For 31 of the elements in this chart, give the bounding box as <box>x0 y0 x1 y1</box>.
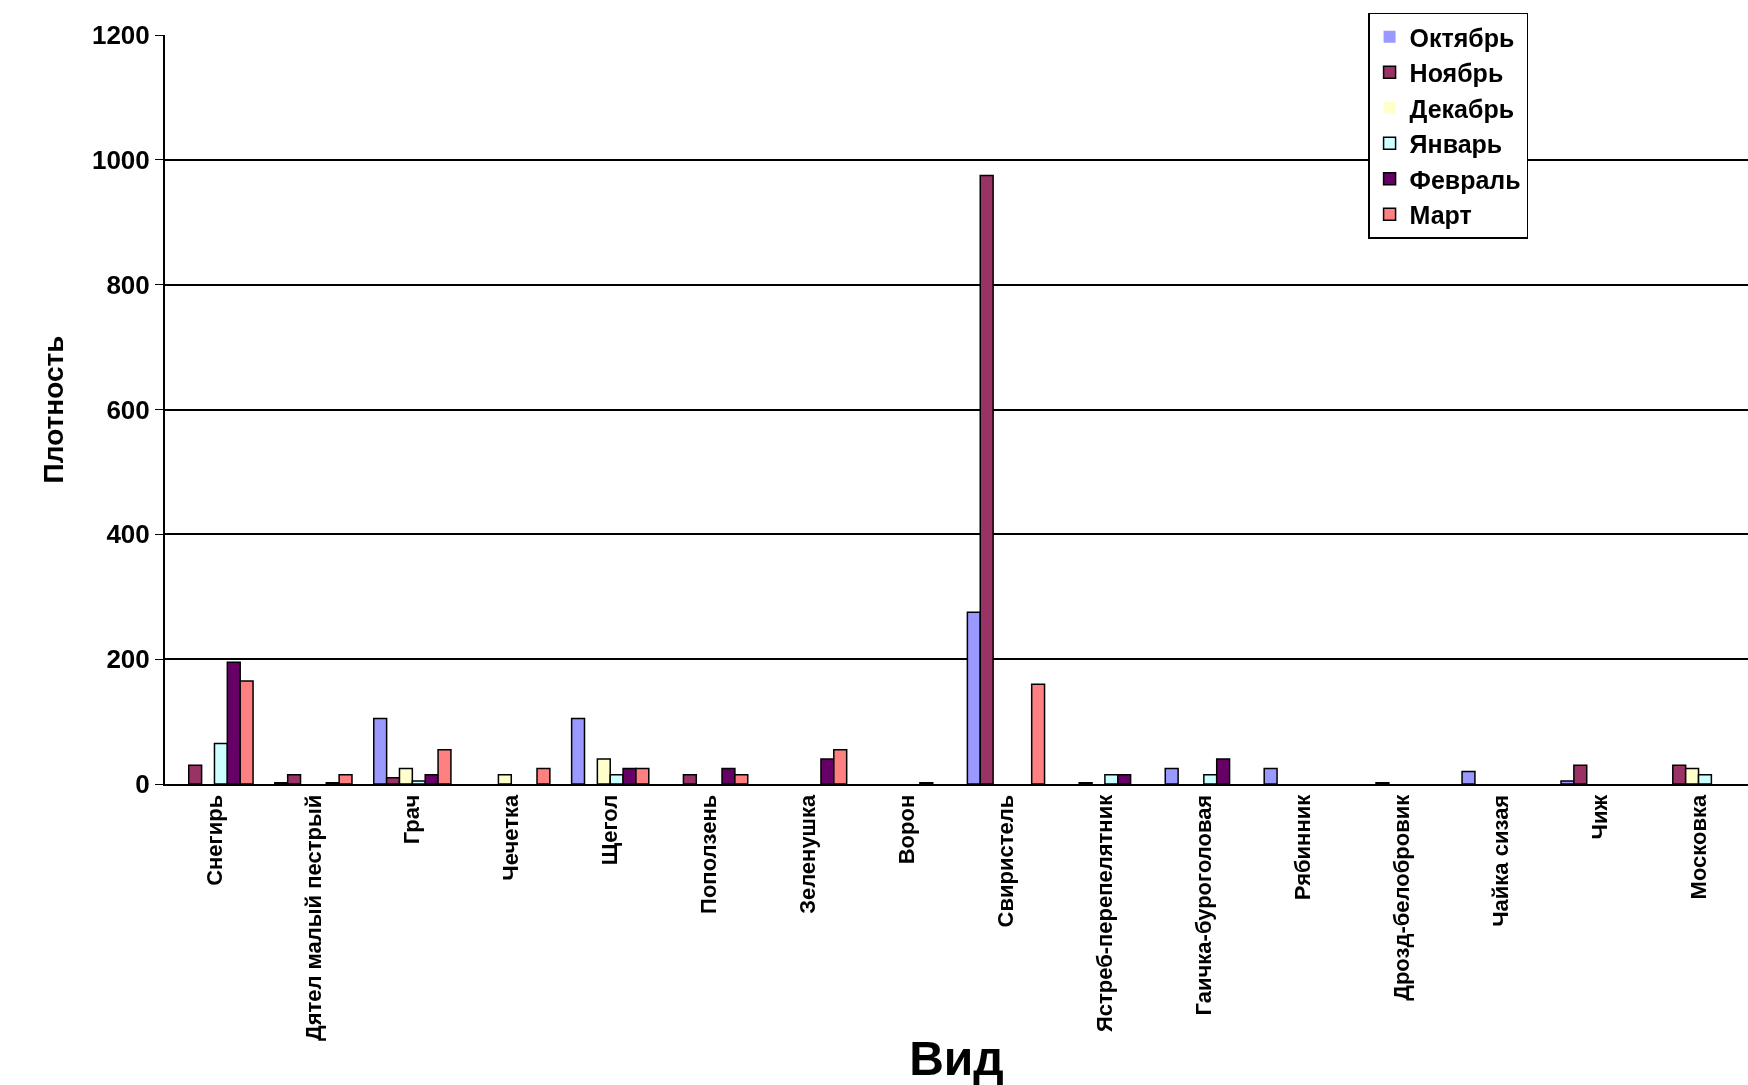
y-tick-label: 1000 <box>91 144 150 175</box>
y-tick-label: 0 <box>135 769 150 800</box>
legend-label: Февраль <box>1409 165 1521 194</box>
x-tick-label: Чиж <box>1586 794 1612 840</box>
x-tick-label: Чечетка <box>498 794 524 881</box>
y-tick-label: 200 <box>106 644 150 675</box>
y-tick-label: 800 <box>106 269 150 300</box>
x-tick-label: Ворон <box>894 794 920 865</box>
x-tick-label: Поползень <box>696 794 722 914</box>
x-tick-label: Ястреб-перепелятник <box>1092 793 1118 1033</box>
legend-label: Октябрь <box>1409 23 1515 52</box>
x-tick-label: Дрозд-белобровик <box>1388 793 1414 1001</box>
x-tick-label: Снегирь <box>201 794 227 886</box>
x-tick-label: Грач <box>399 794 425 845</box>
y-axis-title: Плотность <box>38 335 70 484</box>
legend-label: Январь <box>1409 130 1503 159</box>
x-tick-label: Гаичка-буроголовая <box>1190 794 1216 1016</box>
x-tick-label: Чайка сизая <box>1487 794 1513 927</box>
y-tick-label: 600 <box>106 394 150 425</box>
x-axis-title: Вид <box>909 1032 1004 1085</box>
x-tick-label: Зеленушка <box>795 794 821 914</box>
legend-label: Ноябрь <box>1409 59 1504 88</box>
x-tick-label: Щегол <box>597 794 623 866</box>
legend-label: Декабрь <box>1409 94 1515 123</box>
y-tick-label: 400 <box>106 519 150 550</box>
legend-label: Март <box>1409 201 1472 230</box>
x-tick-label: Московка <box>1685 794 1711 900</box>
y-tick-label: 1200 <box>91 20 150 51</box>
x-tick-label: Рябинник <box>1289 793 1315 901</box>
x-tick-label: Свиристель <box>993 794 1019 928</box>
x-tick-label: Дятел малый пестрый <box>300 794 326 1042</box>
